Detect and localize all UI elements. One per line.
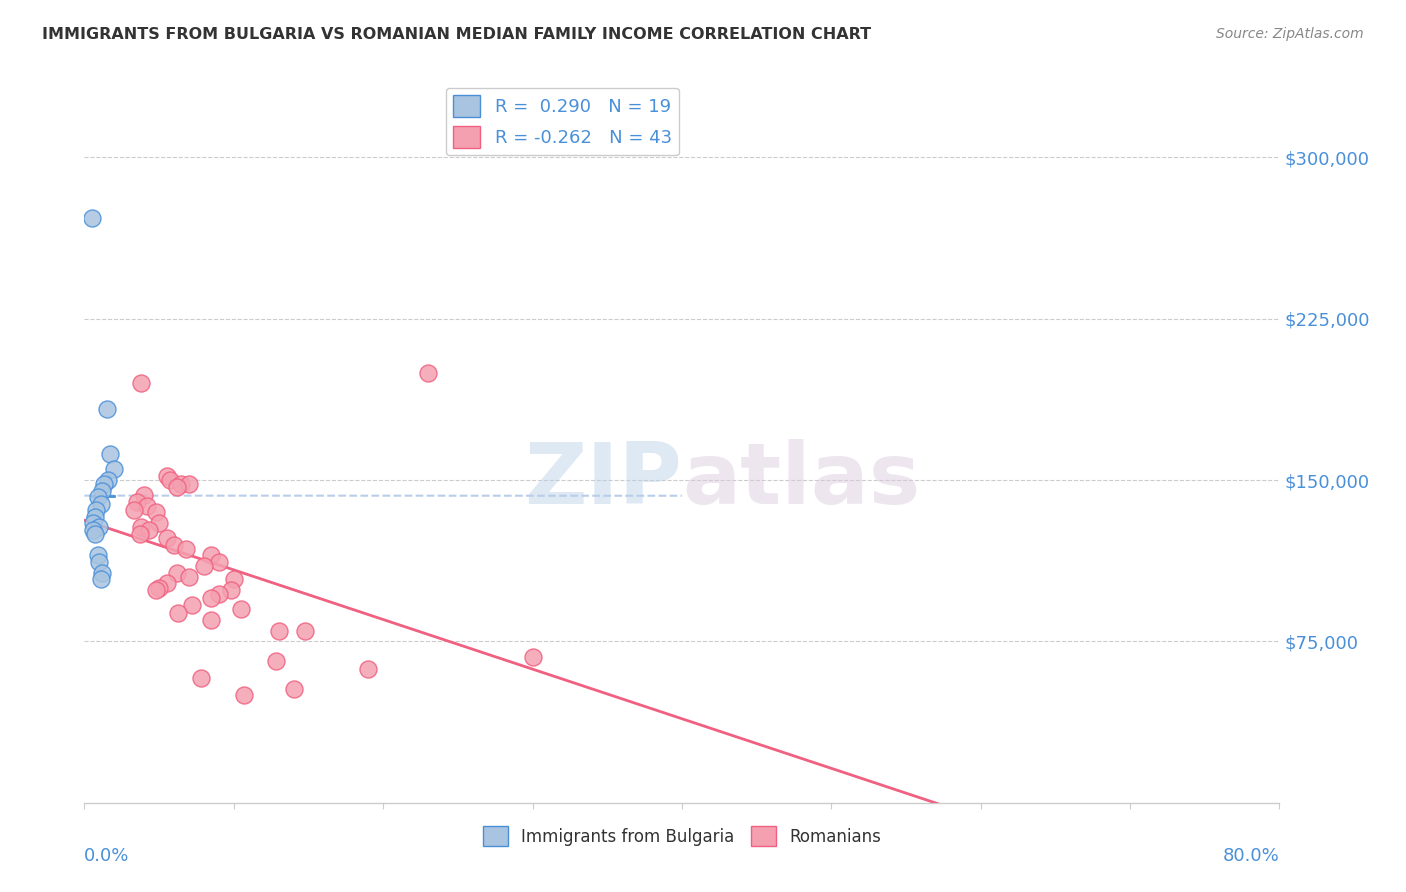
Point	[148, 581, 170, 595]
Point	[208, 587, 231, 601]
Point	[86, 503, 108, 517]
Point	[522, 649, 544, 664]
Point	[125, 494, 148, 508]
Point	[89, 555, 111, 569]
Point	[200, 591, 222, 606]
Point	[129, 520, 152, 534]
Point	[132, 488, 156, 502]
Point	[233, 688, 256, 702]
Point	[357, 662, 380, 676]
Point	[91, 566, 114, 580]
Point	[177, 570, 200, 584]
Point	[193, 559, 215, 574]
Point	[166, 479, 188, 493]
Point	[283, 681, 305, 696]
Point	[122, 503, 145, 517]
Point	[174, 541, 197, 556]
Point	[98, 447, 121, 461]
Text: atlas: atlas	[682, 440, 920, 523]
Point	[145, 582, 167, 597]
Point	[129, 376, 152, 391]
Point	[190, 671, 212, 685]
Point	[166, 566, 188, 580]
Point	[93, 477, 115, 491]
Text: IMMIGRANTS FROM BULGARIA VS ROMANIAN MEDIAN FAMILY INCOME CORRELATION CHART: IMMIGRANTS FROM BULGARIA VS ROMANIAN MED…	[42, 27, 872, 42]
Point	[181, 598, 204, 612]
Point	[96, 402, 118, 417]
Text: Source: ZipAtlas.com: Source: ZipAtlas.com	[1216, 27, 1364, 41]
Point	[87, 549, 110, 563]
Text: 0.0%: 0.0%	[84, 847, 129, 864]
Point	[97, 473, 120, 487]
Point	[83, 509, 105, 524]
Point	[200, 549, 222, 563]
Point	[89, 520, 111, 534]
Point	[83, 527, 105, 541]
Text: 80.0%: 80.0%	[1223, 847, 1279, 864]
Point	[231, 602, 253, 616]
Point	[128, 527, 150, 541]
Legend: Immigrants from Bulgaria, Romanians: Immigrants from Bulgaria, Romanians	[477, 820, 887, 853]
Point	[416, 366, 439, 380]
Point	[177, 477, 200, 491]
Point	[222, 572, 245, 586]
Point	[87, 491, 110, 505]
Point	[136, 499, 159, 513]
Point	[148, 516, 170, 530]
Text: ZIP: ZIP	[524, 440, 682, 523]
Point	[155, 531, 177, 545]
Point	[103, 462, 125, 476]
Point	[145, 505, 167, 519]
Point	[91, 483, 114, 498]
Point	[90, 572, 112, 586]
Point	[267, 624, 290, 638]
Point	[80, 211, 103, 225]
Point	[163, 538, 186, 552]
Point	[90, 497, 112, 511]
Point	[219, 582, 242, 597]
Point	[82, 523, 104, 537]
Point	[170, 477, 193, 491]
Point	[264, 654, 287, 668]
Point	[294, 624, 316, 638]
Point	[200, 613, 222, 627]
Point	[155, 576, 177, 591]
Point	[167, 607, 190, 621]
Point	[138, 523, 160, 537]
Point	[155, 468, 177, 483]
Point	[159, 473, 181, 487]
Point	[208, 555, 231, 569]
Point	[82, 516, 104, 530]
